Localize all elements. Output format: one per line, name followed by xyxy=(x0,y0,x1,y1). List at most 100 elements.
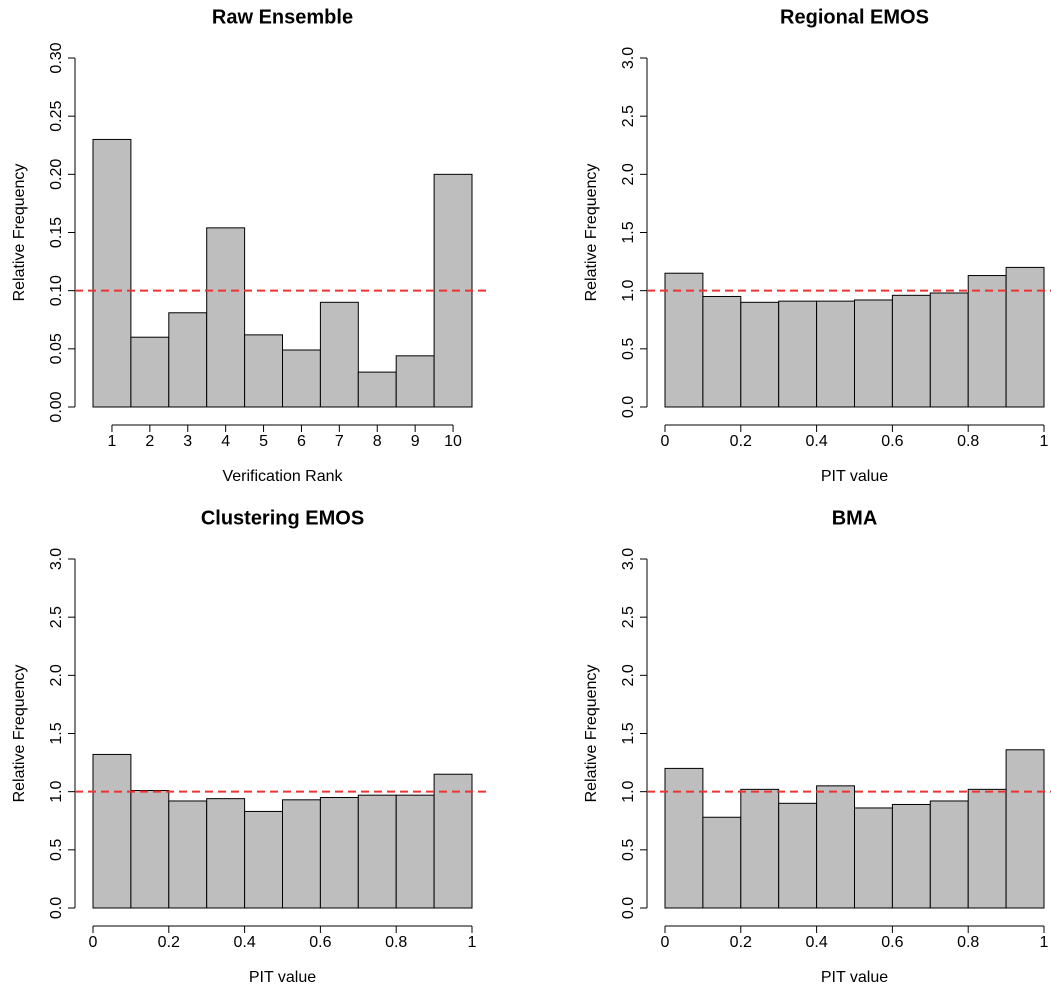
bar xyxy=(130,790,170,909)
y-tick-label: 0.0 xyxy=(620,897,637,919)
bar xyxy=(854,807,893,909)
bar xyxy=(664,272,704,408)
y-tick-label: 0.20 xyxy=(48,159,65,190)
chart-title: Regional EMOS xyxy=(780,6,929,28)
x-tick-label: 8 xyxy=(373,433,382,450)
y-tick-label: 0.30 xyxy=(48,42,65,73)
y-tick-label: 0.5 xyxy=(620,338,637,360)
x-tick-label: 7 xyxy=(335,433,344,450)
bar xyxy=(282,349,321,408)
x-tick-label: 0.8 xyxy=(957,934,979,951)
y-tick-label: 1.0 xyxy=(48,780,65,802)
x-tick-label: 1 xyxy=(1040,934,1049,951)
y-axis-title: Relative Frequency xyxy=(11,164,28,302)
bar xyxy=(206,227,246,408)
y-tick-label: 0.15 xyxy=(48,217,65,248)
bar xyxy=(357,371,397,408)
x-tick-label: 10 xyxy=(444,433,462,450)
y-tick-label: 2.5 xyxy=(620,105,637,127)
bar xyxy=(929,292,969,408)
y-tick-label: 0.05 xyxy=(48,333,65,364)
bar xyxy=(740,301,780,408)
y-tick-label: 2.5 xyxy=(48,606,65,628)
x-tick-label: 4 xyxy=(221,433,230,450)
bar xyxy=(778,300,818,408)
bar xyxy=(702,295,742,408)
bar xyxy=(92,138,132,408)
bar xyxy=(206,798,246,909)
y-tick-label: 0.25 xyxy=(48,100,65,131)
bar xyxy=(816,300,855,408)
x-tick-label: 0 xyxy=(89,934,98,951)
x-tick-label: 0.8 xyxy=(385,934,407,951)
x-tick-label: 2 xyxy=(145,433,154,450)
bar xyxy=(92,753,132,909)
bar xyxy=(891,803,931,909)
x-tick-label: 0.4 xyxy=(805,433,827,450)
bar xyxy=(702,816,742,909)
x-tick-label: 0 xyxy=(661,934,670,951)
bar xyxy=(319,796,359,909)
y-tick-label: 1.5 xyxy=(48,722,65,744)
y-tick-label: 3.0 xyxy=(620,548,637,570)
x-tick-label: 0.6 xyxy=(881,934,903,951)
x-tick-label: 0.2 xyxy=(730,934,752,951)
x-axis-title: PIT value xyxy=(249,969,316,986)
x-tick-label: 0.2 xyxy=(158,934,180,951)
y-tick-label: 1.0 xyxy=(620,279,637,301)
y-axis-title: Relative Frequency xyxy=(583,665,600,803)
y-axis-title: Relative Frequency xyxy=(11,665,28,803)
y-tick-label: 0.0 xyxy=(620,396,637,418)
x-tick-label: 0.2 xyxy=(730,433,752,450)
y-tick-label: 0.5 xyxy=(620,839,637,861)
bar xyxy=(168,800,208,909)
x-tick-label: 5 xyxy=(259,433,268,450)
bar xyxy=(395,794,435,909)
y-tick-label: 2.0 xyxy=(48,664,65,686)
bar xyxy=(967,788,1007,909)
chart-title: BMA xyxy=(832,507,878,529)
bar xyxy=(1005,266,1045,408)
x-tick-label: 0 xyxy=(661,433,670,450)
y-tick-label: 3.0 xyxy=(48,548,65,570)
x-tick-label: 1 xyxy=(468,934,477,951)
y-tick-label: 3.0 xyxy=(620,47,637,69)
bar xyxy=(244,334,284,408)
y-tick-label: 1.5 xyxy=(620,722,637,744)
x-tick-label: 0.4 xyxy=(805,934,827,951)
bar xyxy=(778,802,818,909)
chart-title: Clustering EMOS xyxy=(201,507,364,529)
x-tick-label: 0.4 xyxy=(233,934,255,951)
x-axis-title: PIT value xyxy=(821,969,888,986)
x-tick-label: 3 xyxy=(183,433,192,450)
y-tick-label: 2.0 xyxy=(620,163,637,185)
bar xyxy=(967,275,1007,408)
x-axis-title: PIT value xyxy=(821,468,888,485)
x-tick-label: 9 xyxy=(411,433,420,450)
y-tick-label: 1.0 xyxy=(620,780,637,802)
bar xyxy=(244,810,284,909)
bar xyxy=(357,794,397,909)
y-tick-label: 0.0 xyxy=(48,897,65,919)
x-tick-label: 1 xyxy=(107,433,116,450)
bar xyxy=(433,773,473,909)
bar xyxy=(740,788,780,909)
x-tick-label: 1 xyxy=(1040,433,1049,450)
bar xyxy=(854,299,893,408)
bar xyxy=(1005,749,1045,909)
bar xyxy=(130,336,170,408)
y-tick-label: 0.10 xyxy=(48,275,65,306)
bar xyxy=(664,767,704,909)
bar xyxy=(319,301,359,408)
bar xyxy=(282,799,321,909)
bar xyxy=(816,785,855,909)
bar xyxy=(395,355,435,408)
y-tick-label: 0.5 xyxy=(48,839,65,861)
y-axis-title: Relative Frequency xyxy=(583,164,600,302)
y-tick-label: 2.5 xyxy=(620,606,637,628)
x-tick-label: 6 xyxy=(297,433,306,450)
chart-title: Raw Ensemble xyxy=(212,6,353,28)
bar xyxy=(929,800,969,909)
x-tick-label: 0.6 xyxy=(881,433,903,450)
